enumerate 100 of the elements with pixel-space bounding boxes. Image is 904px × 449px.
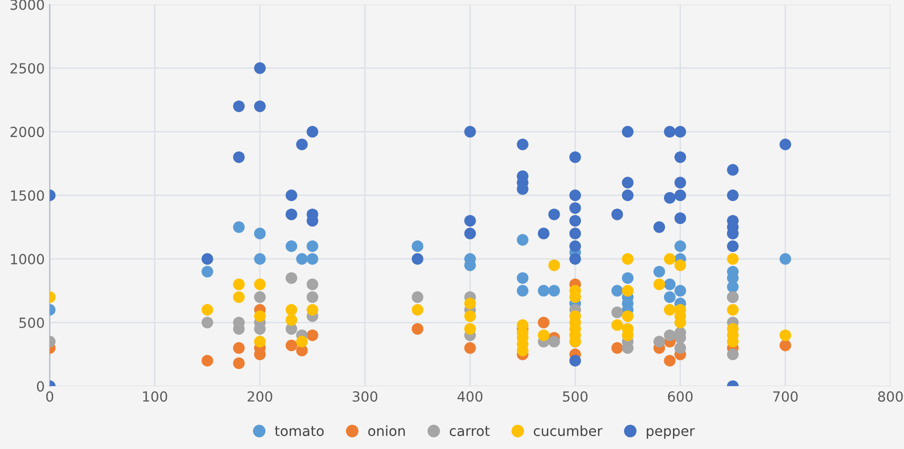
point [202,316,214,328]
point [674,176,686,188]
point [254,336,266,348]
legend-label: tomato [274,426,324,436]
point [622,126,634,138]
point [306,240,318,252]
point [412,240,424,252]
point [653,278,666,290]
point [516,234,528,246]
x-tick-label: 200 [248,391,272,402]
point [569,354,581,367]
point [674,190,686,202]
point [254,310,266,322]
point [286,190,298,202]
point [726,281,739,293]
x-tick-label: 500 [562,391,588,402]
point [516,284,528,297]
point [674,259,686,272]
point [286,314,298,326]
point [286,340,298,352]
point [254,253,266,265]
point [548,259,560,272]
point [569,151,581,163]
x-tick-label: 800 [878,391,903,402]
x-tick-label: 300 [352,391,378,402]
point [202,253,214,265]
point [202,354,214,367]
legend-label: pepper [646,428,695,439]
point [726,348,739,360]
point [306,253,318,265]
point [412,323,424,335]
y-tick-label: 1000 [11,254,44,264]
point [233,342,245,354]
point [548,336,560,348]
point [202,304,214,316]
point [464,214,476,227]
y-tick-label: 2000 [10,126,44,138]
point [622,176,634,188]
legend-label: cucumber [534,425,602,436]
point [254,100,266,112]
point [286,240,298,252]
x-tick-label: 600 [668,391,693,402]
point [548,208,560,220]
point [653,221,666,233]
point [286,208,298,220]
y-tick-label: 2500 [10,63,44,74]
point [254,62,266,74]
point [233,151,245,163]
x-tick-label: 400 [458,391,482,402]
point [622,253,634,265]
point [664,278,676,290]
legend-label: carrot [450,426,490,436]
point [254,291,266,303]
point [464,323,476,335]
point [464,310,476,322]
point [611,284,624,297]
point [569,214,581,227]
point [538,228,550,240]
point [233,278,245,290]
point [674,151,686,163]
point [538,284,550,297]
point [726,240,739,252]
point [464,298,476,310]
point [538,316,550,328]
point [306,329,318,342]
point [611,208,624,220]
point [306,126,318,138]
point [664,304,676,316]
point [306,291,318,303]
point [780,340,792,352]
point [412,253,424,265]
point [569,190,581,202]
y-tick-label: 0 [36,381,44,392]
point [674,284,686,297]
point [622,284,634,297]
point [569,253,581,265]
point [286,304,298,316]
point [538,329,550,342]
point [780,253,792,265]
legend-label: onion [368,425,405,436]
point [611,319,624,331]
point [780,329,792,342]
point [569,240,581,252]
point [464,126,476,138]
point [780,138,792,150]
x-tick-label: 0 [46,391,54,402]
point [653,336,666,348]
point [726,304,739,316]
point [516,272,528,284]
point [622,190,634,202]
point [726,190,739,202]
point [548,284,560,297]
point [664,354,676,367]
point [296,138,308,150]
point [664,291,676,303]
point [569,202,581,214]
point [726,164,739,176]
y-tick-label: 1500 [11,190,44,201]
point [233,100,245,112]
point [233,291,245,303]
